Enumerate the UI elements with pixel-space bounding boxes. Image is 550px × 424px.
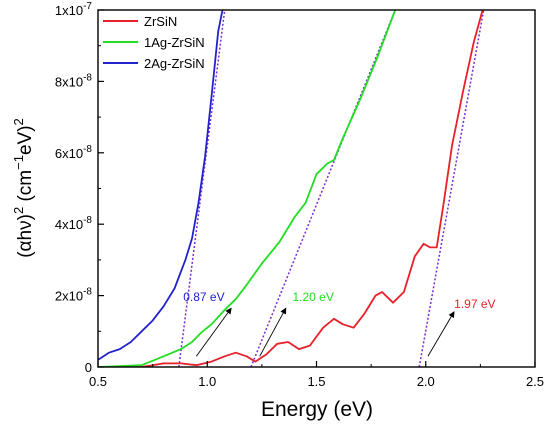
annotation-arrow	[427, 311, 455, 357]
legend-label: ZrSiN	[144, 14, 177, 29]
tangent-lines	[178, 10, 485, 367]
x-tick-label: 1.0	[198, 374, 216, 389]
x-tick-label: 1.5	[307, 374, 325, 389]
y-tick-label: 0	[85, 360, 92, 375]
legend-label: 1Ag-ZrSiN	[144, 35, 205, 50]
tangent-line	[418, 10, 485, 367]
y-axis: 0 2x10-8 4x10-8 6x10-8 8x10-8 1x10-7	[55, 1, 104, 375]
x-tick-label: 2.0	[417, 374, 435, 389]
annotation-arrow	[259, 307, 287, 357]
legend: ZrSiN 1Ag-ZrSiN 2Ag-ZrSiN	[103, 14, 205, 71]
x-tick-label: 2.5	[526, 374, 544, 389]
x-axis-title: Energy (eV)	[261, 398, 373, 421]
annotation-label: 1.20 eV	[292, 290, 333, 304]
x-axis: 0.5 1.0 1.5 2.0 2.5	[89, 361, 544, 389]
annotations: 0.87 eV 1.20 eV 1.97 eV	[183, 290, 496, 357]
annotation-label: 0.87 eV	[183, 290, 224, 304]
y-tick-label: 2x10-8	[55, 287, 93, 304]
series-line-2	[98, 10, 224, 361]
series-line-1	[98, 10, 397, 367]
series-lines	[98, 10, 484, 367]
y-tick-label: 8x10-8	[55, 72, 93, 89]
annotation-arrow	[195, 307, 232, 357]
tangent-line	[250, 10, 396, 367]
annotation-label: 1.97 eV	[454, 297, 495, 311]
y-tick-label: 6x10-8	[55, 144, 93, 161]
series-line-0	[98, 10, 484, 367]
x-tick-label: 0.5	[89, 374, 107, 389]
legend-label: 2Ag-ZrSiN	[144, 56, 205, 71]
y-tick-label: 1x10-7	[55, 1, 93, 18]
y-tick-label: 4x10-8	[55, 215, 93, 232]
y-axis-title: (αhν)2 (cm−1eV)2	[11, 118, 36, 258]
